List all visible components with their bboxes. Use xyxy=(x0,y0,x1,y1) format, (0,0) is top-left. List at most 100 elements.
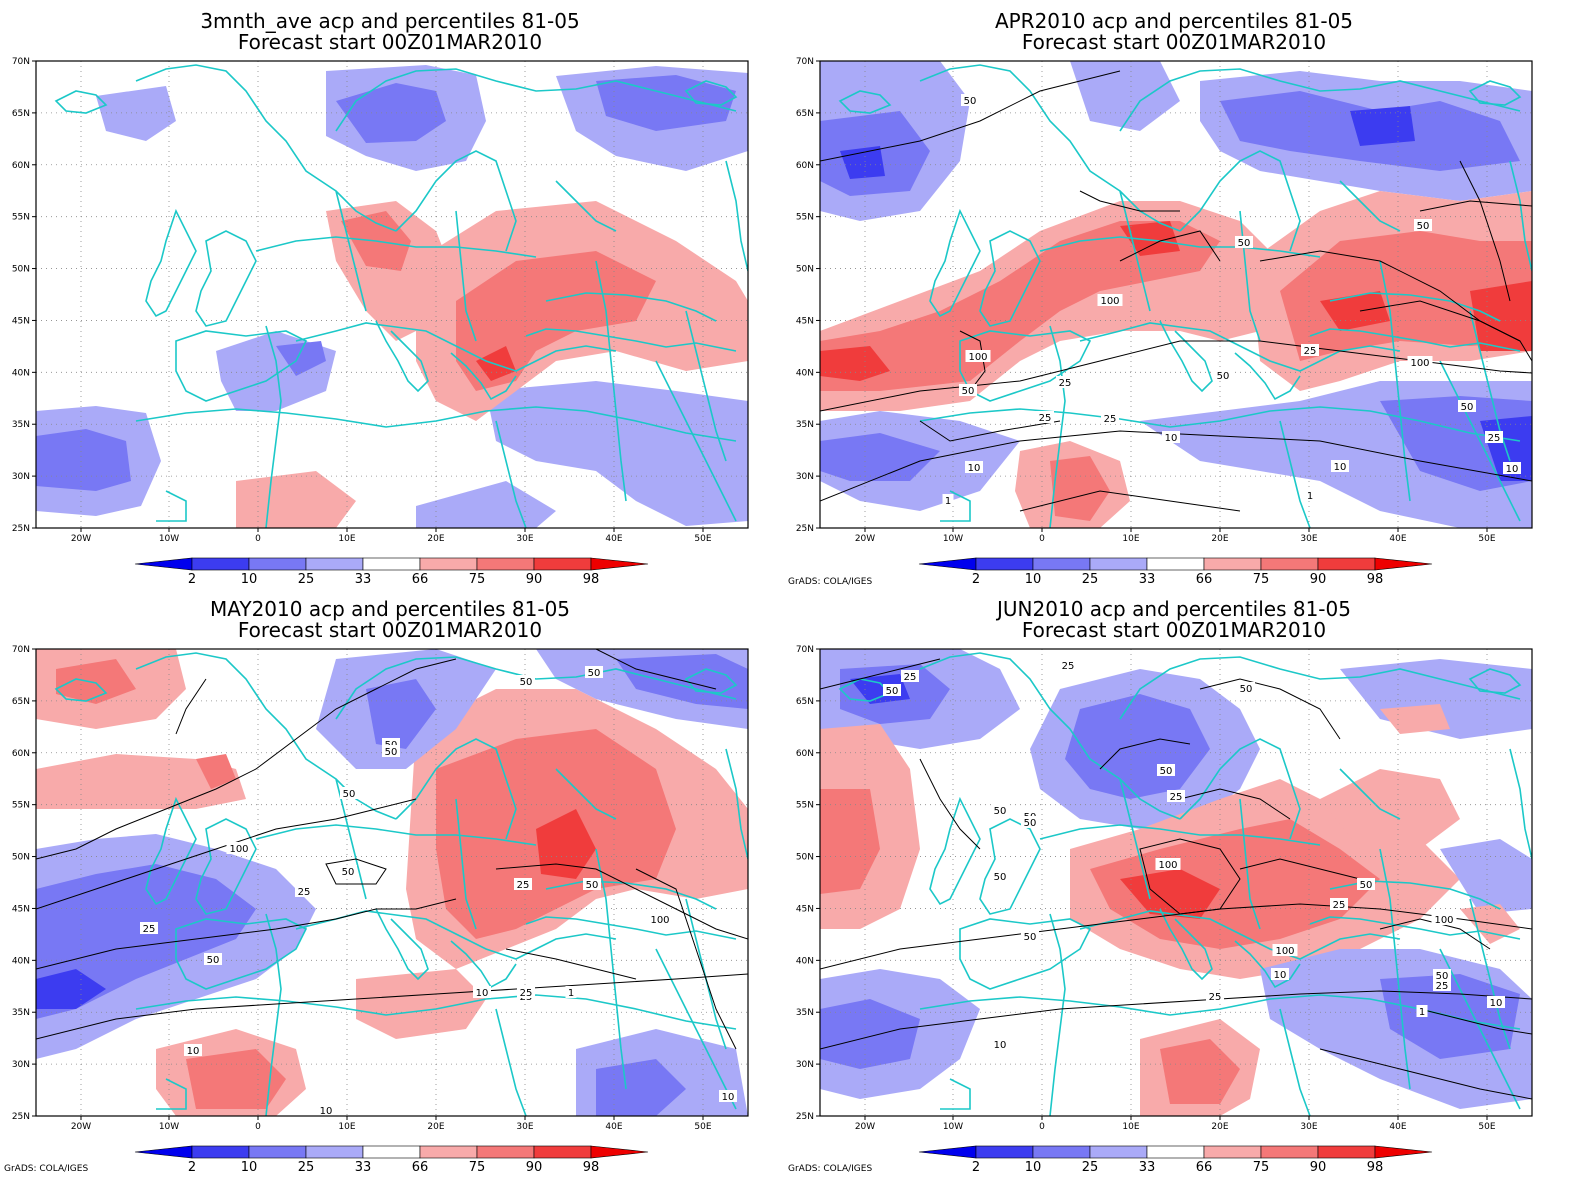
contour-label: 25 xyxy=(298,887,311,898)
coastline xyxy=(940,1078,971,1110)
coastline xyxy=(1234,352,1301,401)
legend-swatch xyxy=(975,557,1034,571)
lon-label: 50E xyxy=(694,1122,711,1132)
coastline xyxy=(156,1078,187,1110)
contour-label-bg xyxy=(1056,376,1074,388)
lat-label: 60N xyxy=(12,749,30,759)
contour-label-bg xyxy=(1155,858,1181,870)
coastline xyxy=(135,406,737,442)
coastline xyxy=(684,668,738,694)
contour-label: 25 xyxy=(904,672,917,683)
legend-value: 66 xyxy=(412,1160,429,1175)
lon-label: 10E xyxy=(338,534,355,544)
coastline xyxy=(655,360,737,522)
lat-label: 40N xyxy=(12,368,30,378)
coastline xyxy=(1468,80,1522,106)
lat-label: 55N xyxy=(12,801,30,811)
lat-label: 70N xyxy=(12,57,30,67)
contour-label: 1 xyxy=(1419,1007,1425,1018)
lon-label: 20W xyxy=(71,1122,91,1132)
lat-label: 25N xyxy=(12,524,30,534)
contour-label: 10 xyxy=(1334,462,1347,473)
legend-value: 90 xyxy=(1310,572,1327,587)
coastline xyxy=(1339,768,1401,820)
percentile-shading xyxy=(1160,1039,1240,1104)
contour-label-bg xyxy=(585,666,603,678)
lon-label: 20E xyxy=(1211,534,1228,544)
legend-value: 10 xyxy=(241,572,258,587)
contour-label-bg xyxy=(1206,990,1224,1002)
contour-label: 100 xyxy=(968,352,987,363)
lat-label: 35N xyxy=(12,420,30,430)
contour-label-bg xyxy=(140,922,158,934)
contour-label: 100 xyxy=(1275,946,1294,957)
contour-line xyxy=(36,898,457,970)
legend-swatch xyxy=(362,557,421,571)
contour-label: 25 xyxy=(1304,346,1317,357)
coastline xyxy=(295,322,617,372)
legend-swatch xyxy=(476,1145,535,1159)
contour-label: 50 xyxy=(1436,971,1449,982)
percentile-shading xyxy=(196,754,236,789)
grads-credit-jun: GrADS: COLA/IGES xyxy=(788,1164,873,1174)
grads-credit-may: GrADS: COLA/IGES xyxy=(4,1164,89,1174)
lat-label: 40N xyxy=(796,956,814,966)
contour-label: 50 xyxy=(1417,221,1430,232)
coastline xyxy=(1234,940,1301,989)
contour-label-bg xyxy=(184,1044,202,1056)
contour-label-bg xyxy=(942,494,954,506)
coastline xyxy=(1279,420,1311,528)
contour-label: 1 xyxy=(1307,491,1313,502)
contour-label: 10 xyxy=(1165,433,1178,444)
contour-label-bg xyxy=(339,865,357,877)
coastline xyxy=(555,768,617,820)
coastline xyxy=(1469,310,1511,462)
lat-label: 35N xyxy=(12,1008,30,1018)
lat-label: 40N xyxy=(12,956,30,966)
legend-value: 25 xyxy=(1082,1160,1099,1175)
legend-swatch xyxy=(362,1145,421,1159)
legend-swatch xyxy=(419,1145,478,1159)
contour-line xyxy=(1079,190,1180,212)
panel-subtitle: Forecast start 00Z01MAR2010 xyxy=(1022,618,1326,642)
contour-label-bg xyxy=(517,675,535,687)
lat-label: 45N xyxy=(12,316,30,326)
panel-subtitle: Forecast start 00Z01MAR2010 xyxy=(238,30,542,54)
legend-swatch xyxy=(305,1145,364,1159)
lat-label: 65N xyxy=(796,109,814,119)
coastline xyxy=(1279,1008,1311,1116)
lon-label: 40E xyxy=(605,534,622,544)
legend-colorbar: 2 10 25 33 66 75 90 98 xyxy=(918,1145,1433,1175)
contour-label-bg xyxy=(1235,236,1253,248)
coastline xyxy=(255,236,537,258)
legend-arrow-right xyxy=(1374,1145,1433,1159)
percentile-shading xyxy=(96,86,176,141)
contour-label-bg xyxy=(959,384,977,396)
contour-label-bg xyxy=(514,878,532,890)
map-area: 2525505050505025501001005025502510101005… xyxy=(820,649,1532,1116)
contour-label: 25 xyxy=(1333,900,1346,911)
percentile-shading xyxy=(820,999,920,1069)
contour-label-bg xyxy=(1433,969,1451,981)
legend-arrow-right xyxy=(590,557,649,571)
legend-value: 33 xyxy=(355,572,372,587)
percentile-shading xyxy=(236,471,356,528)
percentile-shading xyxy=(486,381,748,526)
contour-label: 25 xyxy=(1104,414,1117,425)
coastline xyxy=(1039,824,1321,846)
percentile-shading xyxy=(36,969,106,1009)
legend-value: 2 xyxy=(188,572,196,587)
legend-swatch xyxy=(476,557,535,571)
coastline xyxy=(655,948,737,1110)
lon-label: 10E xyxy=(1122,534,1139,544)
coastline xyxy=(555,180,617,232)
legend-value: 25 xyxy=(298,1160,315,1175)
map-area: 50 50 50 100 100 50 50 25 25 25 10 10 10 1 1 25 50 100 25 1… xyxy=(820,61,1532,528)
coastline xyxy=(1309,328,1521,352)
contour-line xyxy=(1199,678,1341,740)
coastline xyxy=(1119,778,1151,900)
contour-line xyxy=(1359,300,1532,362)
legend-swatch xyxy=(305,557,364,571)
map-frame xyxy=(819,60,1533,529)
percentile-shading xyxy=(820,433,940,481)
